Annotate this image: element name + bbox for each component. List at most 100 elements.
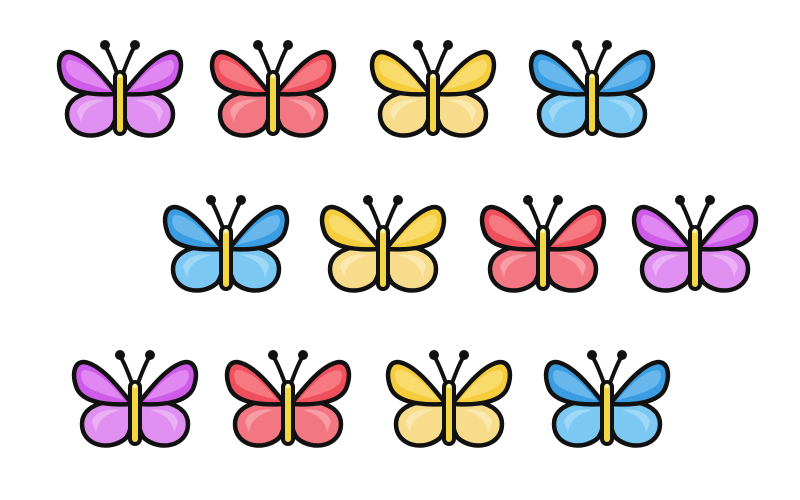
right-antenna-tip (145, 350, 155, 360)
butterfly-body (281, 380, 295, 446)
lower-left-wing-highlight (549, 99, 577, 122)
upper-left-wing-highlight (66, 60, 109, 90)
body-highlight (692, 228, 698, 234)
left-antenna-tip (413, 40, 423, 50)
right-antenna-tip (393, 195, 403, 205)
lower-left-wing-highlight (564, 409, 592, 432)
upper-right-wing-highlight (706, 215, 749, 245)
butterfly-body (266, 70, 280, 136)
lower-right-wing (383, 243, 439, 293)
lower-right-wing-highlight (464, 409, 492, 432)
lower-right-wing-highlight (607, 99, 635, 122)
yellow-butterfly (368, 36, 498, 144)
butterfly-body (688, 225, 702, 291)
body-highlight (604, 383, 610, 389)
blue-butterfly (161, 191, 291, 299)
right-antenna-tip (298, 350, 308, 360)
purple-butterfly (55, 36, 185, 144)
lower-left-wing (327, 243, 383, 293)
body-highlight (117, 73, 123, 79)
upper-right-wing-highlight (460, 370, 503, 400)
purple-butterfly (70, 346, 200, 454)
lower-right-wing (288, 398, 344, 448)
yellow-butterfly (318, 191, 448, 299)
lower-right-wing-highlight (303, 409, 331, 432)
lower-right-wing (607, 398, 663, 448)
left-antenna-tip (572, 40, 582, 50)
lower-right-wing (543, 243, 599, 293)
lower-left-wing-highlight (245, 409, 273, 432)
lower-right-wing-highlight (150, 409, 178, 432)
lower-left-wing-highlight (92, 409, 120, 432)
lower-left-wing (217, 88, 273, 138)
lower-right-wing (226, 243, 282, 293)
upper-right-wing-highlight (554, 215, 597, 245)
butterfly-body (536, 225, 550, 291)
right-antenna-tip (283, 40, 293, 50)
lower-left-wing (79, 398, 135, 448)
upper-right-wing-highlight (284, 60, 327, 90)
upper-left-wing-highlight (641, 215, 684, 245)
red-butterfly (208, 36, 338, 144)
lower-right-wing-highlight (398, 254, 426, 277)
upper-right-wing-highlight (131, 60, 174, 90)
left-antenna-tip (429, 350, 439, 360)
lower-right-wing (273, 88, 329, 138)
left-antenna-tip (206, 195, 216, 205)
upper-right-wing-highlight (394, 215, 437, 245)
butterfly-body (426, 70, 440, 136)
upper-left-wing-highlight (81, 370, 124, 400)
lower-right-wing-highlight (710, 254, 738, 277)
butterfly-body (128, 380, 142, 446)
body-highlight (270, 73, 276, 79)
purple-butterfly (630, 191, 760, 299)
lower-left-wing-highlight (390, 99, 418, 122)
left-antenna-tip (523, 195, 533, 205)
right-antenna-tip (236, 195, 246, 205)
lower-left-wing-highlight (340, 254, 368, 277)
lower-left-wing (64, 88, 120, 138)
lower-right-wing-highlight (241, 254, 269, 277)
right-antenna-tip (705, 195, 715, 205)
right-antenna-tip (553, 195, 563, 205)
lower-left-wing (393, 398, 449, 448)
lower-left-wing-highlight (406, 409, 434, 432)
right-antenna-tip (443, 40, 453, 50)
body-highlight (223, 228, 229, 234)
butterfly-body (585, 70, 599, 136)
left-antenna-tip (253, 40, 263, 50)
upper-left-wing-highlight (172, 215, 215, 245)
right-antenna-tip (617, 350, 627, 360)
butterfly-body (113, 70, 127, 136)
lower-right-wing (449, 398, 505, 448)
right-antenna-tip (602, 40, 612, 50)
lower-right-wing-highlight (622, 409, 650, 432)
body-highlight (446, 383, 452, 389)
upper-left-wing-highlight (489, 215, 532, 245)
lower-left-wing (487, 243, 543, 293)
upper-left-wing-highlight (538, 60, 581, 90)
right-antenna-tip (130, 40, 140, 50)
body-highlight (380, 228, 386, 234)
blue-butterfly (542, 346, 672, 454)
left-antenna-tip (675, 195, 685, 205)
lower-left-wing (232, 398, 288, 448)
left-antenna-tip (363, 195, 373, 205)
body-highlight (540, 228, 546, 234)
body-highlight (285, 383, 291, 389)
butterfly-body (442, 380, 456, 446)
red-butterfly (478, 191, 608, 299)
lower-left-wing-highlight (230, 99, 258, 122)
upper-right-wing-highlight (237, 215, 280, 245)
lower-left-wing (536, 88, 592, 138)
lower-left-wing (551, 398, 607, 448)
lower-left-wing-highlight (77, 99, 105, 122)
left-antenna-tip (100, 40, 110, 50)
lower-right-wing-highlight (558, 254, 586, 277)
lower-right-wing (433, 88, 489, 138)
upper-right-wing-highlight (146, 370, 189, 400)
upper-right-wing-highlight (444, 60, 487, 90)
upper-right-wing-highlight (299, 370, 342, 400)
upper-left-wing-highlight (379, 60, 422, 90)
lower-left-wing (170, 243, 226, 293)
